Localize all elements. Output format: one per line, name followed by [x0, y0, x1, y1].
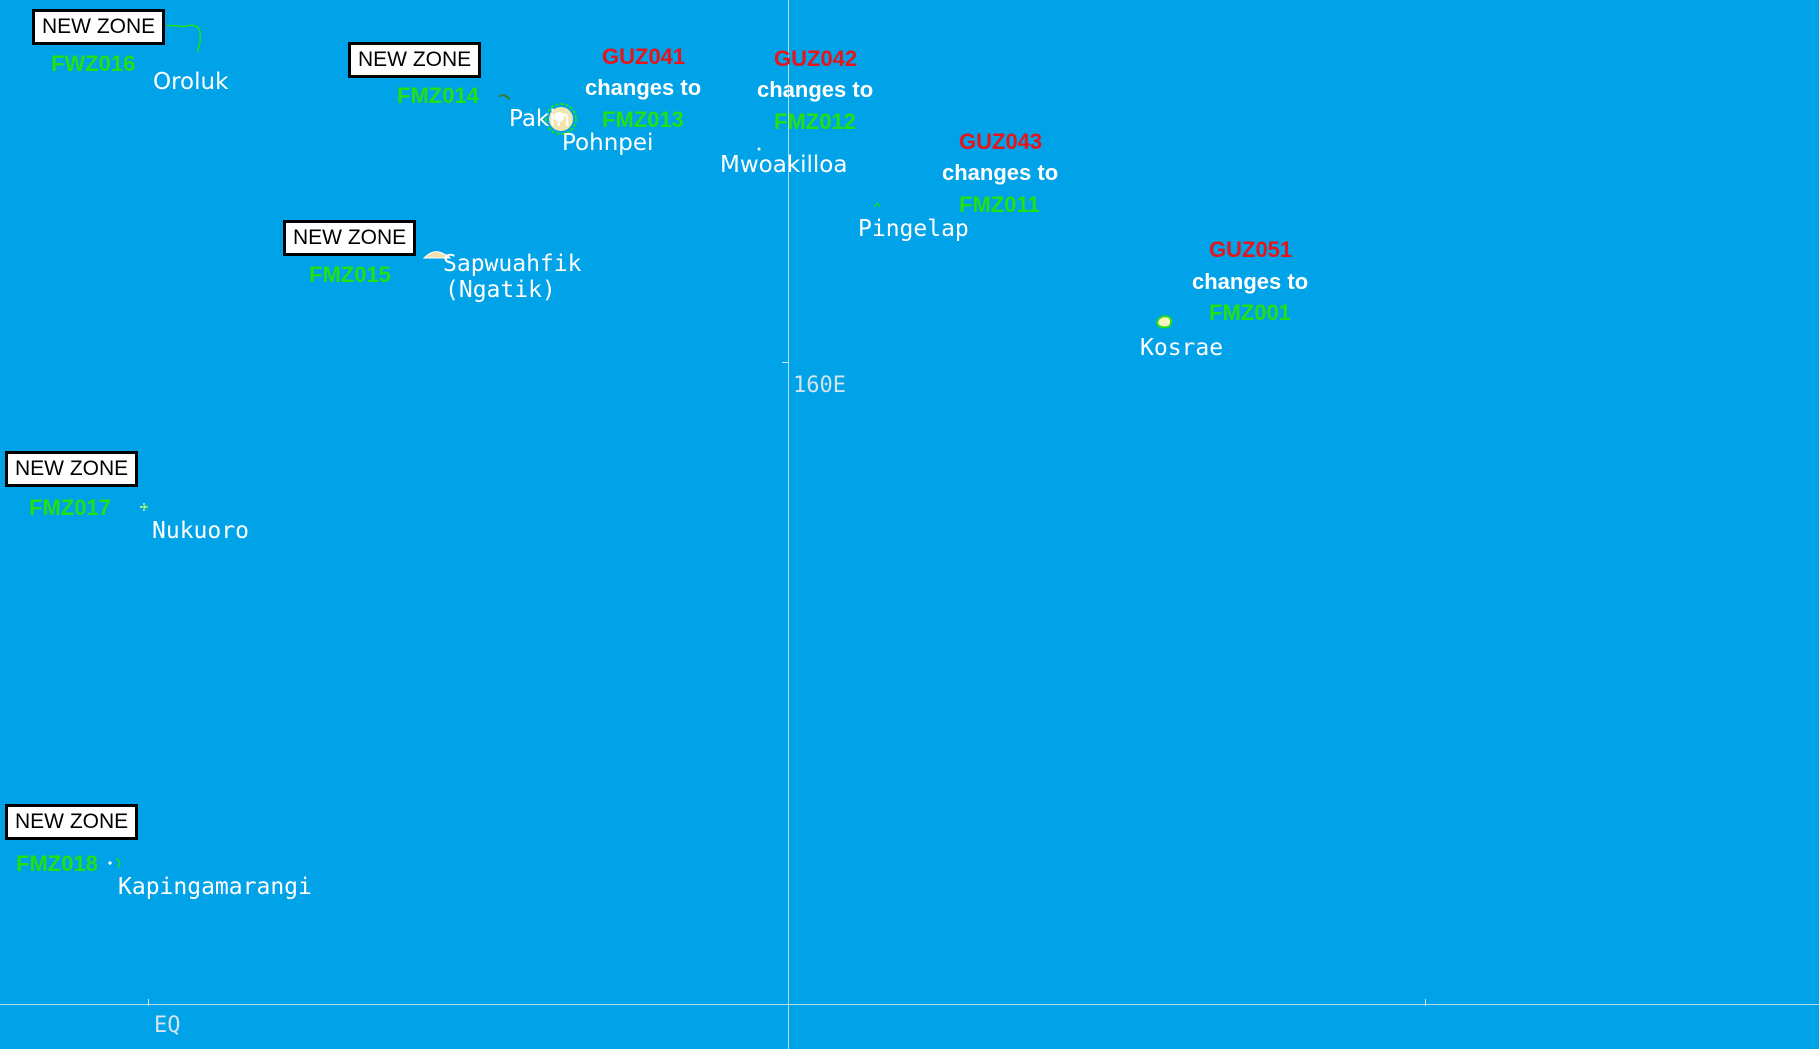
kapingamarangi-atoll-shape	[108, 858, 121, 868]
pingelap-atoll-shape	[873, 202, 881, 208]
meridian-160e-line	[788, 0, 789, 1049]
sapwuahfik-atoll-shape	[422, 251, 451, 259]
new-zone-badge: NEW ZONE	[5, 804, 139, 840]
pohnpei-changes-to: changes to	[585, 75, 702, 100]
pingelap-label: Pingelap	[858, 216, 969, 242]
kapingamarangi-zone-code: FMZ018	[16, 851, 98, 876]
pohnpei-old-zone-code: GUZ041	[602, 44, 686, 69]
kosrae-new-zone-code: FMZ001	[1209, 300, 1291, 325]
mwoakilloa-changes-to: changes to	[757, 77, 874, 102]
oroluk-zone-code: FWZ016	[51, 51, 136, 76]
equator-tick	[1425, 999, 1426, 1006]
meridian-tick	[782, 362, 789, 363]
new-zone-badge: NEW ZONE	[348, 42, 482, 78]
pakin-zone-code: FMZ014	[397, 83, 479, 108]
pakin-label: Pakin	[509, 106, 571, 132]
sapwuahfik-label: Sapwuahfik	[443, 251, 582, 277]
pohnpei-island-shape	[545, 103, 577, 135]
oroluk-label: Oroluk	[153, 69, 229, 95]
mwoakilloa-old-zone-code: GUZ042	[774, 46, 858, 71]
meridian-label: 160E	[793, 373, 846, 398]
oroluk-atoll-shape	[166, 24, 201, 53]
new-zone-badge: NEW ZONE	[5, 451, 139, 487]
pingelap-changes-to: changes to	[942, 160, 1059, 185]
nukuoro-zone-code: FMZ017	[29, 495, 111, 520]
pingelap-old-zone-code: GUZ043	[959, 129, 1043, 154]
kosrae-island-shape	[1155, 315, 1173, 329]
equator-label: EQ	[154, 1013, 181, 1038]
new-zone-badge: NEW ZONE	[283, 220, 417, 256]
sapwuahfik-alt-label: (Ngatik)	[445, 277, 556, 303]
kosrae-label: Kosrae	[1140, 335, 1224, 361]
kosrae-old-zone-code: GUZ051	[1209, 237, 1293, 262]
kosrae-changes-to: changes to	[1192, 269, 1309, 294]
pohnpei-label: Pohnpei	[562, 130, 654, 156]
equator-line	[0, 1004, 1819, 1005]
mwoakilloa-new-zone-code: FMZ012	[774, 109, 856, 134]
pohnpei-new-zone-code: FMZ013	[602, 107, 684, 132]
equator-tick	[148, 999, 149, 1006]
new-zone-badge: NEW ZONE	[32, 9, 166, 45]
kapingamarangi-label: Kapingamarangi	[118, 874, 312, 900]
mwoakilloa-atoll-shape	[757, 147, 761, 151]
mwoakilloa-label: Mwoakilloa	[720, 152, 848, 178]
pingelap-new-zone-code: FMZ011	[959, 192, 1040, 217]
nukuoro-label: Nukuoro	[152, 518, 249, 544]
nukuoro-atoll-shape	[140, 503, 148, 511]
sapwuahfik-zone-code: FMZ015	[309, 262, 391, 287]
pakin-atoll-shape	[498, 93, 511, 100]
